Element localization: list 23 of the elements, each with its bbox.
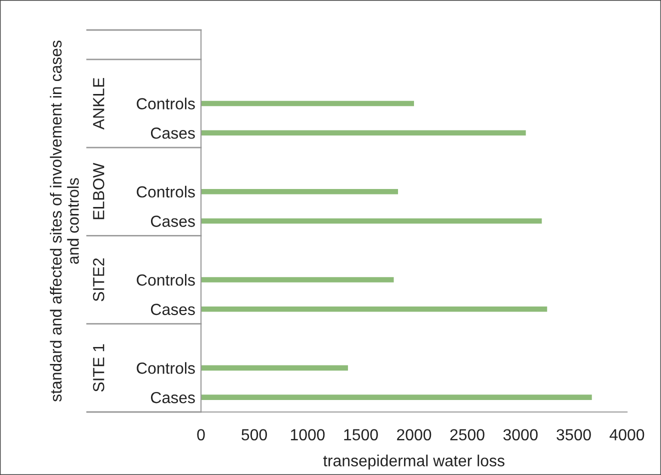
- x-axis-title: transepidermal water loss: [323, 454, 504, 470]
- y-tick-label: Controls: [136, 186, 195, 198]
- x-tick-label: 3500: [556, 429, 591, 440]
- x-tick-label: 4000: [610, 429, 644, 440]
- x-tick-label: 1000: [290, 429, 325, 440]
- y-tick-label: Cases: [150, 127, 195, 139]
- x-tick-label: 2000: [397, 429, 432, 440]
- text: ELBOW: [92, 162, 104, 220]
- text: SITE 1: [92, 344, 104, 392]
- y-tick-label: Cases: [150, 304, 195, 316]
- x-tick-label: 2500: [450, 429, 484, 440]
- x-tick-label: 1500: [344, 429, 378, 440]
- y-tick-label: Cases: [150, 392, 195, 404]
- y-tick-label: Controls: [136, 362, 195, 374]
- x-tick-label: 500: [242, 429, 267, 440]
- y-tick-label: Cases: [150, 216, 195, 227]
- text: ANKLE: [93, 78, 104, 130]
- y-tick-label: Controls: [136, 274, 195, 286]
- y-axis-title: standard and affected sites of involvement in cases and controls: [50, 40, 79, 402]
- text: SITE2: [92, 258, 104, 302]
- x-tick-label: 0: [197, 429, 205, 440]
- y-tick-label: Controls: [136, 98, 195, 110]
- x-tick-label: 3000: [503, 429, 538, 440]
